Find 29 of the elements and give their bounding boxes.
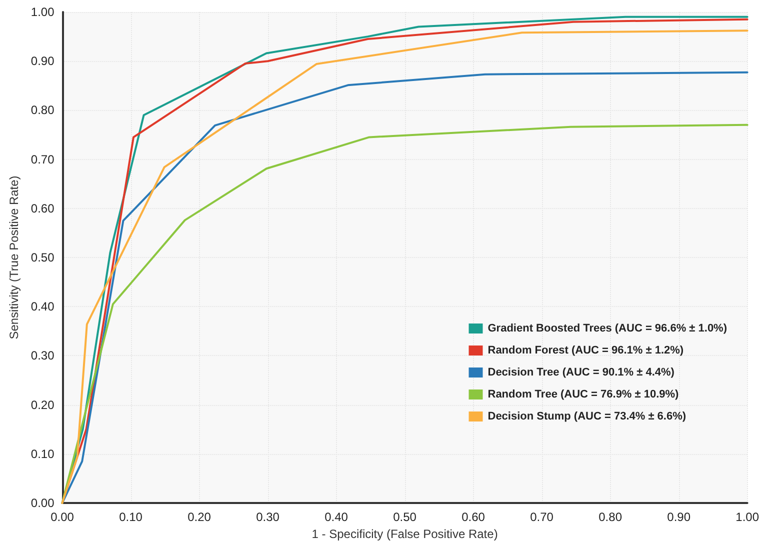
legend-label: Decision Stump (AUC = 73.4% ± 6.6%) [488,410,686,422]
x-tick-label: 0.80 [598,510,622,524]
x-tick-label: 0.70 [530,510,554,524]
x-tick-label: 0.50 [393,510,417,524]
legend-label: Random Tree (AUC = 76.9% ± 10.9%) [488,388,680,400]
x-tick-label: 1.00 [736,510,760,524]
y-tick-label: 0.90 [30,54,55,68]
x-tick-label: 0.20 [188,510,212,524]
x-tick-label: 0.40 [324,510,348,524]
y-tick-label: 0.80 [30,103,55,118]
y-tick-label: 0.20 [30,398,55,412]
x-tick-label: 0.60 [462,510,486,524]
y-tick-label: 0.00 [30,496,55,510]
y-tick-label: 0.40 [30,300,55,314]
x-tick-label: 0.10 [119,510,143,524]
legend-label: Decision Tree (AUC = 90.1% ± 4.4%) [488,366,675,378]
x-tick-label: 0.90 [667,510,691,524]
y-tick-label: 0.60 [30,201,55,216]
y-axis-title: Sensitivity (True Positive Rate) [7,176,21,340]
x-tick-label: 0.00 [50,510,74,524]
y-tick-label: 1.00 [30,5,55,19]
y-tick-label: 0.70 [30,152,55,166]
legend-label: Random Forest (AUC = 96.1% ± 1.2%) [488,344,684,356]
y-tick-label: 0.30 [30,348,55,363]
x-tick-label: 0.30 [256,510,280,524]
y-tick-label: 0.10 [30,446,55,461]
legend-label: Gradient Boosted Trees (AUC = 96.6% ± 1.0%) [488,322,728,334]
x-axis-title: 1 - Specificity (False Positive Rate) [312,526,498,541]
y-tick-label: 0.50 [30,250,55,264]
